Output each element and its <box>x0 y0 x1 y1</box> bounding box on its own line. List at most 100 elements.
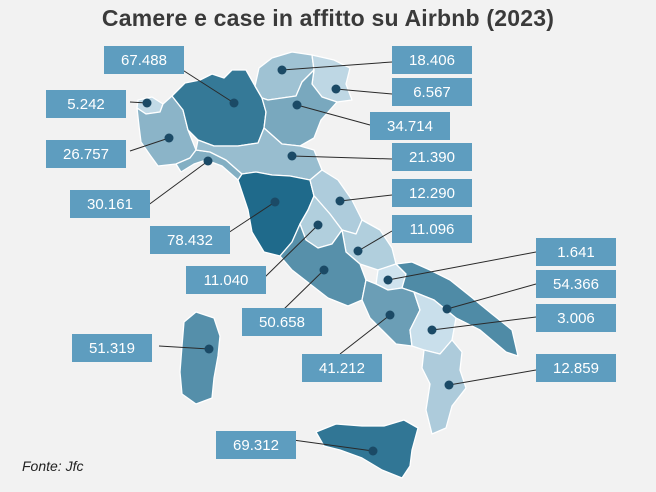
value-box-trentino-alto-adige <box>392 46 472 74</box>
value-box-sicilia <box>216 431 296 459</box>
value-box-emilia-romagna <box>392 143 472 171</box>
leader-line-friuli-venezia-giulia <box>335 88 393 95</box>
marker-dot-sardegna <box>204 344 214 354</box>
marker-dot-puglia <box>442 304 452 314</box>
leader-line-lombardia <box>180 68 235 104</box>
marker-dot-lombardia <box>229 98 239 108</box>
leader-line-molise <box>387 251 537 281</box>
marker-dot-umbria <box>313 220 323 230</box>
value-box-veneto <box>370 112 450 140</box>
value-box-valle-d-aosta <box>46 90 126 118</box>
value-text-calabria: 12.859 <box>553 360 599 377</box>
marker-dot-marche <box>335 196 345 206</box>
value-text-puglia: 54.366 <box>553 276 599 293</box>
value-box-sardegna <box>72 334 152 362</box>
value-box-molise <box>536 238 616 266</box>
region-emilia-romagna <box>195 127 323 181</box>
leader-line-emilia-romagna <box>291 155 393 160</box>
marker-dot-toscana <box>270 197 280 207</box>
marker-dot-basilicata <box>427 325 437 335</box>
value-box-puglia <box>536 270 616 298</box>
marker-dot-emilia-romagna <box>287 151 297 161</box>
marker-dot-calabria <box>444 380 454 390</box>
marker-dot-trentino-alto-adige <box>277 65 287 75</box>
marker-dot-liguria <box>203 156 213 166</box>
value-text-trentino-alto-adige: 18.406 <box>409 52 455 69</box>
value-text-campania: 41.212 <box>319 360 365 377</box>
value-label-emilia-romagna: 21.390 <box>392 143 472 171</box>
value-box-liguria <box>70 190 150 218</box>
leader-line-umbria <box>263 224 319 279</box>
leader-line-toscana <box>227 201 276 234</box>
region-calabria <box>421 339 467 435</box>
value-label-valle-d-aosta: 5.242 <box>46 90 126 118</box>
value-label-umbria: 11.040 <box>186 266 266 294</box>
value-text-molise: 1.641 <box>557 244 595 261</box>
value-label-campania: 41.212 <box>302 354 382 382</box>
leader-line-abruzzo <box>357 230 393 252</box>
value-label-basilicata: 3.006 <box>536 304 616 332</box>
value-label-abruzzo: 11.096 <box>392 215 472 243</box>
marker-dot-friuli-venezia-giulia <box>331 84 341 94</box>
value-label-sardegna: 51.319 <box>72 334 152 362</box>
chart-title: Camere e case in affitto su Airbnb (2023… <box>101 5 555 31</box>
value-text-umbria: 11.040 <box>204 272 249 289</box>
value-label-molise: 1.641 <box>536 238 616 266</box>
marker-dot-valle-d-aosta <box>142 98 152 108</box>
leader-line-puglia <box>446 283 537 310</box>
value-text-valle-d-aosta: 5.242 <box>67 96 105 113</box>
value-text-lazio: 50.658 <box>259 314 305 331</box>
marker-dot-sicilia <box>368 446 378 456</box>
value-text-liguria: 30.161 <box>87 196 133 213</box>
value-text-piemonte: 26.757 <box>63 146 109 163</box>
leader-line-trentino-alto-adige <box>281 61 393 71</box>
value-box-lombardia <box>104 46 184 74</box>
value-text-veneto: 34.714 <box>387 118 433 135</box>
value-text-lombardia: 67.488 <box>121 52 167 69</box>
value-box-calabria <box>536 354 616 382</box>
marker-dot-molise <box>383 275 393 285</box>
value-label-sicilia: 69.312 <box>216 431 296 459</box>
value-label-lazio: 50.658 <box>242 308 322 336</box>
value-label-toscana: 78.432 <box>150 226 230 254</box>
value-box-toscana <box>150 226 230 254</box>
value-box-abruzzo <box>392 215 472 243</box>
value-text-abruzzo: 11.096 <box>410 221 455 238</box>
value-box-marche <box>392 179 472 207</box>
value-label-calabria: 12.859 <box>536 354 616 382</box>
value-box-friuli-venezia-giulia <box>392 78 472 106</box>
value-text-basilicata: 3.006 <box>557 310 595 327</box>
value-label-marche: 12.290 <box>392 179 472 207</box>
value-box-piemonte <box>46 140 126 168</box>
region-sardegna <box>179 311 221 405</box>
region-lazio <box>279 223 367 307</box>
leader-line-sardegna <box>158 345 210 350</box>
leader-line-veneto <box>296 104 371 126</box>
region-sicilia <box>315 419 419 479</box>
source-note: Fonte: Jfc <box>22 458 84 474</box>
marker-dot-campania <box>385 310 395 320</box>
marker-dot-veneto <box>292 100 302 110</box>
value-box-umbria <box>186 266 266 294</box>
leader-line-lazio <box>282 269 325 311</box>
value-text-emilia-romagna: 21.390 <box>409 149 455 166</box>
value-label-friuli-venezia-giulia: 6.567 <box>392 78 472 106</box>
marker-dot-lazio <box>319 265 329 275</box>
value-label-veneto: 34.714 <box>370 112 450 140</box>
value-box-lazio <box>242 308 322 336</box>
leader-line-sicilia <box>292 439 374 452</box>
leader-line-marche <box>339 194 393 202</box>
leader-line-liguria <box>146 160 209 207</box>
marker-dot-abruzzo <box>353 246 363 256</box>
value-box-basilicata <box>536 304 616 332</box>
value-text-sicilia: 69.312 <box>233 437 279 454</box>
leader-line-campania <box>339 314 391 355</box>
value-text-sardegna: 51.319 <box>89 340 135 357</box>
leader-line-piemonte <box>129 137 170 152</box>
value-text-toscana: 78.432 <box>167 232 213 249</box>
value-label-piemonte: 26.757 <box>46 140 126 168</box>
value-label-puglia: 54.366 <box>536 270 616 298</box>
value-box-campania <box>302 354 382 382</box>
value-label-lombardia: 67.488 <box>104 46 184 74</box>
